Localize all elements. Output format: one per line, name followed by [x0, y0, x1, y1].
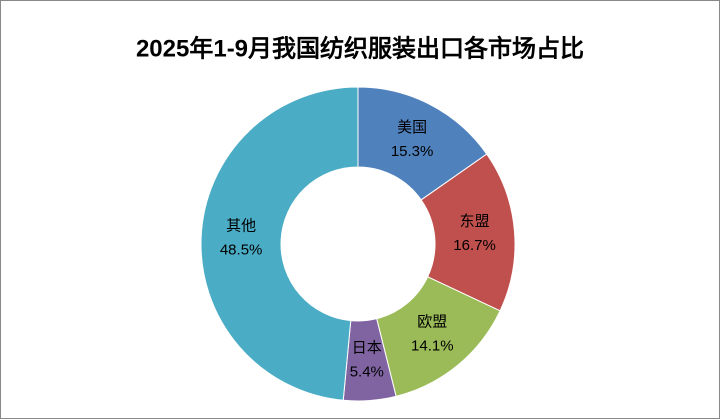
segment-category-label: 欧盟	[417, 313, 447, 330]
segment-value-label: 48.5%	[220, 241, 263, 258]
donut-segment	[200, 86, 359, 401]
chart-title: 2025年1-9月我国纺织服装出口各市场占比	[136, 34, 584, 62]
segment-value-label: 14.1%	[411, 337, 454, 354]
segment-value-label: 15.3%	[391, 143, 434, 160]
segment-category-label: 其他	[226, 217, 256, 234]
segment-category-label: 日本	[352, 340, 382, 357]
segment-value-label: 16.7%	[453, 237, 496, 254]
segment-category-label: 东盟	[460, 213, 490, 230]
segment-category-label: 美国	[397, 119, 427, 136]
segment-value-label: 5.4%	[350, 364, 384, 381]
